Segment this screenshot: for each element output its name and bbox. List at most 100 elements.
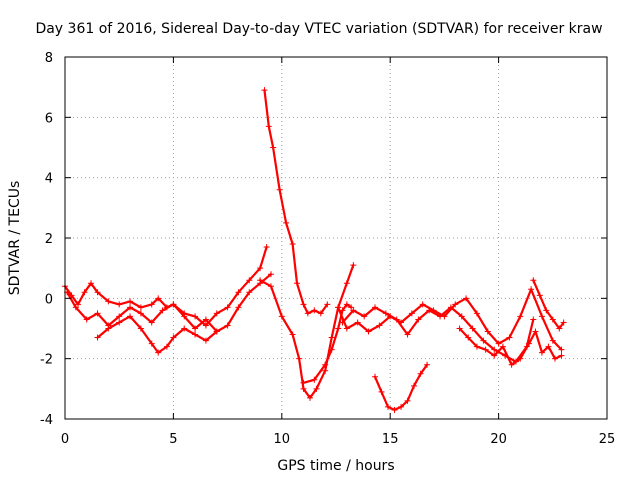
data-point-marker bbox=[335, 325, 342, 332]
data-point-marker bbox=[116, 301, 123, 308]
data-point-marker bbox=[311, 376, 318, 383]
data-point-marker bbox=[137, 304, 144, 311]
y-axis-label: SDTVAR / TECUs bbox=[7, 181, 23, 296]
data-point-marker bbox=[75, 301, 82, 308]
data-point-marker bbox=[463, 295, 470, 302]
data-point-marker bbox=[398, 403, 405, 410]
data-point-marker bbox=[293, 280, 300, 287]
data-point-marker bbox=[296, 355, 303, 362]
data-point-marker bbox=[278, 313, 285, 320]
data-point-marker bbox=[246, 277, 253, 284]
data-point-marker bbox=[306, 394, 313, 401]
data-point-marker bbox=[525, 340, 532, 347]
data-point-marker bbox=[235, 289, 242, 296]
data-point-marker bbox=[267, 271, 274, 278]
y-tick-label: 4 bbox=[45, 172, 53, 187]
data-point-marker bbox=[543, 307, 550, 314]
data-point-marker bbox=[105, 298, 112, 305]
data-point-marker bbox=[170, 334, 177, 341]
data-point-marker bbox=[404, 331, 411, 338]
data-point-marker bbox=[465, 334, 472, 341]
data-point-marker bbox=[261, 87, 268, 94]
data-point-marker bbox=[508, 361, 515, 368]
y-tick-label: 6 bbox=[45, 111, 53, 126]
data-point-marker bbox=[127, 313, 134, 320]
series-layer bbox=[62, 87, 567, 413]
data-point-marker bbox=[181, 313, 188, 320]
data-point-marker bbox=[348, 304, 355, 311]
data-point-marker bbox=[354, 319, 361, 326]
data-point-marker bbox=[328, 346, 335, 353]
data-point-marker bbox=[322, 367, 329, 374]
data-point-marker bbox=[148, 340, 155, 347]
data-point-marker bbox=[469, 325, 476, 332]
data-point-marker bbox=[391, 406, 398, 413]
data-point-marker bbox=[224, 304, 231, 311]
data-point-marker bbox=[304, 310, 311, 317]
data-point-marker bbox=[424, 361, 431, 368]
data-point-marker bbox=[551, 355, 558, 362]
data-point-marker bbox=[343, 325, 350, 332]
series-arc-2 bbox=[66, 273, 273, 333]
data-point-marker bbox=[94, 334, 101, 341]
data-point-marker bbox=[127, 304, 134, 311]
series-arc-5 bbox=[259, 264, 355, 399]
grid-layer bbox=[65, 57, 607, 419]
data-point-marker bbox=[202, 322, 209, 329]
data-point-marker bbox=[155, 349, 162, 356]
x-tick-label: 10 bbox=[274, 432, 291, 447]
data-point-marker bbox=[456, 325, 463, 332]
x-tick-label: 15 bbox=[382, 432, 399, 447]
x-axis-label: GPS time / hours bbox=[277, 458, 394, 474]
data-point-marker bbox=[224, 322, 231, 329]
data-point-marker bbox=[558, 346, 565, 353]
data-point-marker bbox=[192, 313, 199, 320]
data-point-marker bbox=[246, 289, 253, 296]
data-point-marker bbox=[385, 403, 392, 410]
data-point-marker bbox=[408, 310, 415, 317]
data-point-marker bbox=[170, 301, 177, 308]
tick-layer: 0 5 10 15 20 25 -4 -2 0 2 4 6 8 bbox=[40, 51, 615, 447]
data-point-marker bbox=[105, 325, 112, 332]
data-point-marker bbox=[72, 304, 79, 311]
x-tick-label: 5 bbox=[169, 432, 177, 447]
data-point-marker bbox=[473, 343, 480, 350]
data-point-marker bbox=[484, 328, 491, 335]
series-arc-8 bbox=[337, 288, 563, 351]
data-point-marker bbox=[283, 219, 290, 226]
data-point-marker bbox=[289, 241, 296, 248]
data-point-marker bbox=[257, 277, 264, 284]
data-point-marker bbox=[549, 337, 556, 344]
data-point-marker bbox=[181, 325, 188, 332]
data-point-marker bbox=[328, 334, 335, 341]
data-point-marker bbox=[343, 301, 350, 308]
data-point-marker bbox=[155, 295, 162, 302]
y-tick-label: 2 bbox=[45, 232, 53, 247]
data-point-marker bbox=[267, 283, 274, 290]
data-point-marker bbox=[536, 292, 543, 299]
data-point-marker bbox=[411, 382, 418, 389]
x-tick-label: 0 bbox=[61, 432, 69, 447]
data-point-marker bbox=[530, 316, 537, 323]
data-point-marker bbox=[361, 313, 368, 320]
data-point-marker bbox=[300, 379, 307, 386]
data-point-marker bbox=[137, 310, 144, 317]
x-tick-label: 25 bbox=[599, 432, 616, 447]
data-point-marker bbox=[83, 316, 90, 323]
data-point-marker bbox=[263, 244, 270, 251]
data-point-marker bbox=[528, 286, 535, 293]
data-point-marker bbox=[300, 385, 307, 392]
data-point-marker bbox=[213, 328, 220, 335]
data-point-marker bbox=[365, 328, 372, 335]
data-point-marker bbox=[372, 373, 379, 380]
data-point-marker bbox=[417, 370, 424, 377]
data-point-marker bbox=[257, 265, 264, 272]
data-point-marker bbox=[270, 144, 277, 151]
data-point-marker bbox=[317, 310, 324, 317]
chart-title: Day 361 of 2016, Sidereal Day-to-day VTE… bbox=[35, 21, 602, 37]
data-point-marker bbox=[94, 310, 101, 317]
data-point-marker bbox=[163, 343, 170, 350]
data-point-marker bbox=[473, 310, 480, 317]
data-point-marker bbox=[148, 319, 155, 326]
data-point-marker bbox=[452, 301, 459, 308]
